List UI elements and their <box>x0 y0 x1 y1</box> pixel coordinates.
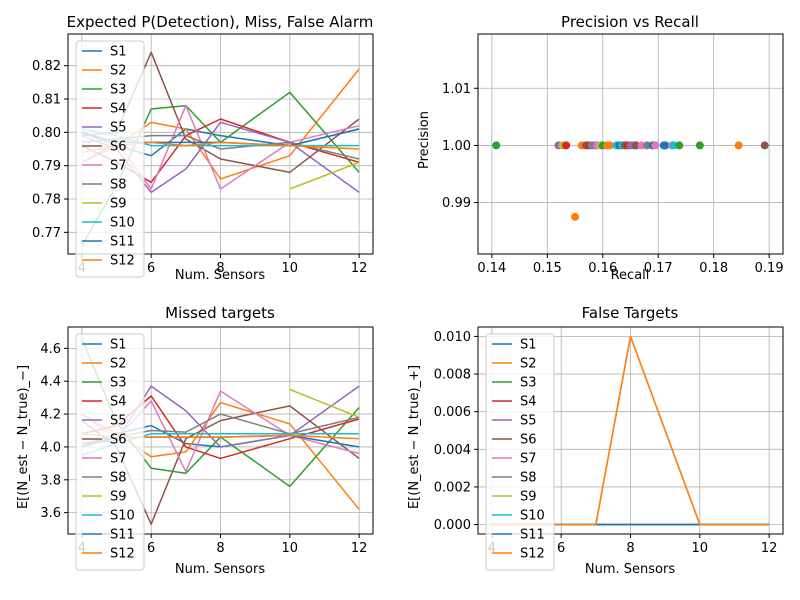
legend-label-S2: S2 <box>110 64 127 79</box>
panel-precision-recall-title: Precision vs Recall <box>561 13 699 31</box>
scatter-point-34 <box>761 141 769 149</box>
panel-false-targets-ytick-label-5: 0.010 <box>434 330 471 345</box>
legend-label-S3: S3 <box>110 376 127 391</box>
legend-label-S7: S7 <box>110 452 127 467</box>
legend-label-S3: S3 <box>520 376 537 391</box>
panel-precision-recall-xtick-label-0: 0.14 <box>477 261 506 276</box>
legend-label-S11: S11 <box>110 528 135 543</box>
legend-label-S11: S11 <box>110 235 135 250</box>
panel-missed-legend: S1 S2 S3 S4 S5 S6 S7 S8 S9 S10 S11 S12 <box>76 334 144 570</box>
panel-precision-recall-xtick-label-4: 0.18 <box>699 261 728 276</box>
panel-detection-ytick-label-3: 0.80 <box>32 126 61 141</box>
legend-label-S12: S12 <box>110 254 135 269</box>
panel-precision-recall-ytick-label-1: 1.00 <box>442 139 471 154</box>
panel-false-targets-xtick-label-3: 10 <box>692 541 709 556</box>
panel-false-targets-xlabel: Num. Sensors <box>585 562 675 577</box>
panel-missed-xlabel: Num. Sensors <box>175 562 265 577</box>
legend-label-S2: S2 <box>110 357 127 372</box>
legend-label-S4: S4 <box>110 395 127 410</box>
legend-label-S6: S6 <box>520 433 537 448</box>
legend-label-S8: S8 <box>110 178 127 193</box>
panel-false-targets-ytick-label-4: 0.008 <box>434 368 471 383</box>
panel-detection-ytick-label-0: 0.77 <box>32 226 61 241</box>
panel-missed-ytick-label-0: 3.6 <box>40 506 61 521</box>
panel-false-targets-xtick-label-4: 12 <box>761 541 778 556</box>
panel-detection-xlabel: Num. Sensors <box>175 268 265 283</box>
panel-missed-ytick-label-4: 4.4 <box>40 375 61 390</box>
panel-precision-recall-xlabel: Recall <box>611 268 650 283</box>
legend-label-S4: S4 <box>110 102 127 117</box>
legend-label-S7: S7 <box>520 452 537 467</box>
scatter-point-32 <box>696 141 704 149</box>
panel-missed-xtick-label-1: 6 <box>147 541 155 556</box>
legend-label-S3: S3 <box>110 83 127 98</box>
legend-label-S9: S9 <box>520 490 537 505</box>
panel-false-targets-ytick-label-0: 0.000 <box>434 518 471 533</box>
scatter-point-0 <box>492 141 500 149</box>
legend-label-S9: S9 <box>110 490 127 505</box>
legend-label-S8: S8 <box>110 471 127 486</box>
panel-false-targets-ytick-label-2: 0.004 <box>434 443 471 458</box>
panel-detection-ytick-label-1: 0.78 <box>32 193 61 208</box>
panel-false-targets-title: False Targets <box>582 304 679 322</box>
panel-precision-recall-xtick-label-1: 0.15 <box>533 261 562 276</box>
panel-false-targets-ytick-label-3: 0.006 <box>434 405 471 420</box>
legend-label-S6: S6 <box>110 140 127 155</box>
panel-missed-title: Missed targets <box>165 304 275 322</box>
legend-label-S1: S1 <box>110 45 127 60</box>
scatter-point-26 <box>651 141 659 149</box>
panel-false-targets-ytick-label-1: 0.002 <box>434 480 471 495</box>
legend-label-S2: S2 <box>520 357 537 372</box>
legend-label-S10: S10 <box>110 216 135 231</box>
panel-false-targets-ylabel: E[(N_est − N_true)_+] <box>407 365 422 509</box>
panel-missed-ytick-label-1: 3.8 <box>40 473 61 488</box>
panel-detection-legend: S1 S2 S3 S4 S5 S6 S7 S8 S9 S10 S11 S12 <box>76 41 144 277</box>
panel-detection-xtick-label-4: 12 <box>351 261 368 276</box>
scatter-point-3 <box>562 141 570 149</box>
panel-missed-xtick-label-3: 10 <box>282 541 299 556</box>
legend-label-S1: S1 <box>520 338 537 353</box>
panel-detection-ytick-label-2: 0.79 <box>32 159 61 174</box>
legend-label-S12: S12 <box>520 547 545 562</box>
panel-false-targets-legend: S1 S2 S3 S4 S5 S6 S7 S8 S9 S10 S11 S12 <box>486 334 554 570</box>
legend-label-S12: S12 <box>110 547 135 562</box>
legend-label-S10: S10 <box>520 509 545 524</box>
panel-false-targets-xtick-label-1: 6 <box>557 541 565 556</box>
legend-label-S10: S10 <box>110 509 135 524</box>
panel-false-targets-xtick-label-2: 8 <box>626 541 634 556</box>
panel-detection-xtick-label-1: 6 <box>147 261 155 276</box>
legend-label-S7: S7 <box>110 159 127 174</box>
panel-detection-ytick-label-5: 0.82 <box>32 59 61 74</box>
panel-missed-ytick-label-5: 4.6 <box>40 342 61 357</box>
legend-label-S6: S6 <box>110 433 127 448</box>
legend-label-S5: S5 <box>110 121 127 136</box>
legend-label-S9: S9 <box>110 197 127 212</box>
legend-label-S11: S11 <box>520 528 545 543</box>
panel-missed-xtick-label-2: 8 <box>216 541 224 556</box>
panel-detection-xtick-label-3: 10 <box>282 261 299 276</box>
scatter-point-33 <box>735 141 743 149</box>
panel-detection-ytick-label-4: 0.81 <box>32 93 61 108</box>
panel-detection-title: Expected P(Detection), Miss, False Alarm <box>67 13 374 31</box>
panel-missed-ytick-label-2: 4.0 <box>40 440 61 455</box>
legend-label-S4: S4 <box>520 395 537 410</box>
panel-missed-ylabel: E[(N_est − N_true)_−] <box>16 365 31 509</box>
panel-precision-recall-xtick-label-5: 0.19 <box>755 261 784 276</box>
legend-label-S8: S8 <box>520 471 537 486</box>
legend-label-S5: S5 <box>520 414 537 429</box>
panel-precision-recall-ytick-label-0: 0.99 <box>442 196 471 211</box>
panel-missed-ytick-label-3: 4.2 <box>40 408 61 423</box>
scatter-point-31 <box>675 141 683 149</box>
legend-label-S5: S5 <box>110 414 127 429</box>
panel-precision-recall-ytick-label-2: 1.01 <box>442 82 471 97</box>
panel-precision-recall-ylabel: Precision <box>417 111 432 169</box>
panel-missed-xtick-label-4: 12 <box>351 541 368 556</box>
scatter-point-4 <box>571 213 579 221</box>
legend-label-S1: S1 <box>110 338 127 353</box>
